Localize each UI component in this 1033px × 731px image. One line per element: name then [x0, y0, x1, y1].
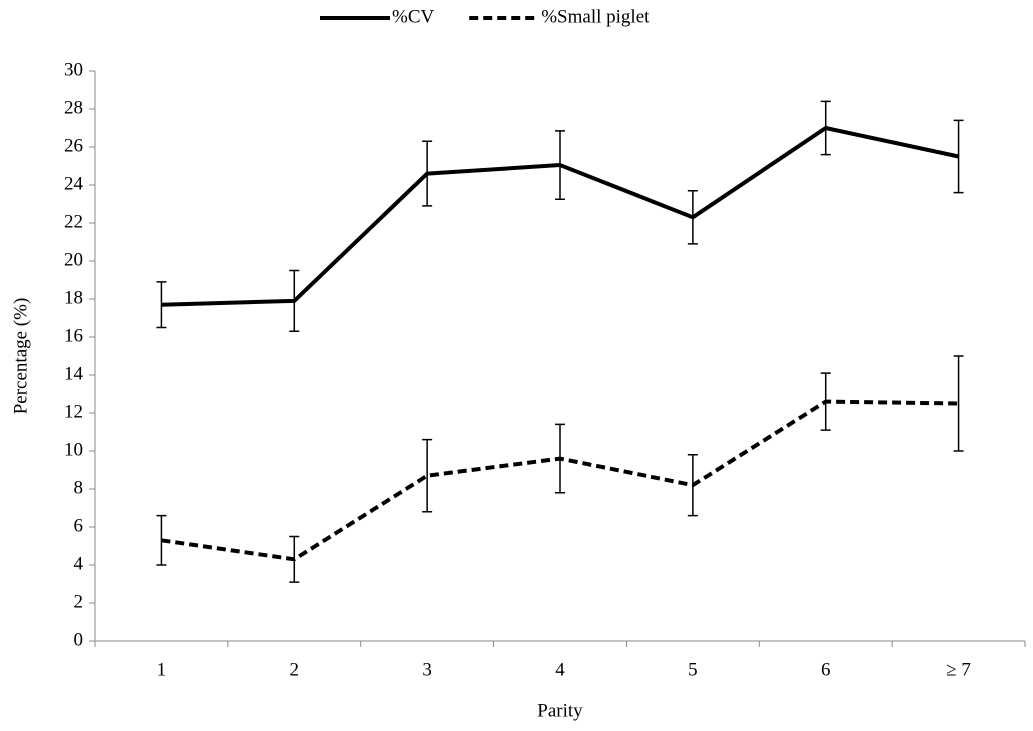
- error-bar: [820, 100, 831, 156]
- y-tick-label: 26: [64, 135, 83, 156]
- x-tick-label: 5: [688, 659, 698, 680]
- error-bar: [156, 281, 167, 329]
- y-tick-label: 12: [64, 401, 83, 422]
- error-bar: [953, 119, 964, 194]
- y-tick-label: 0: [74, 629, 84, 650]
- x-tick-label: 1: [157, 659, 167, 680]
- legend-label: %Small piglet: [541, 6, 650, 27]
- error-bar: [555, 423, 565, 494]
- y-tick-label: 30: [64, 59, 83, 80]
- x-axis-label: Parity: [537, 700, 583, 721]
- y-tick-label: 20: [64, 249, 83, 270]
- y-tick-label: 4: [74, 553, 84, 574]
- y-tick-label: 24: [64, 173, 84, 194]
- error-bar: [687, 454, 698, 517]
- y-tick-label: 6: [74, 515, 84, 536]
- error-bar: [422, 438, 433, 513]
- x-tick-label: 4: [555, 659, 565, 680]
- error-bar: [289, 269, 300, 333]
- error-bar: [422, 140, 433, 207]
- y-tick-label: 8: [74, 477, 84, 498]
- y-tick-label: 28: [64, 97, 83, 118]
- error-bar: [953, 355, 964, 452]
- y-axis-label: Percentage (%): [10, 298, 31, 415]
- x-tick-label: 6: [821, 659, 831, 680]
- y-tick-label: 16: [64, 325, 83, 346]
- x-tick-label: 3: [422, 659, 432, 680]
- y-tick-label: 14: [64, 363, 84, 384]
- x-tick-label: ≥ 7: [946, 659, 971, 680]
- y-tick-label: 18: [64, 287, 83, 308]
- y-tick-label: 10: [64, 439, 83, 460]
- error-bar: [687, 189, 698, 245]
- error-bar: [156, 514, 167, 566]
- y-tick-label: 2: [74, 591, 84, 612]
- error-bar: [289, 535, 300, 583]
- y-tick-label: 22: [64, 211, 83, 232]
- legend-label: %CV: [392, 6, 435, 27]
- error-bar: [820, 372, 831, 431]
- error-bar: [555, 130, 565, 200]
- x-tick-label: 2: [290, 659, 300, 680]
